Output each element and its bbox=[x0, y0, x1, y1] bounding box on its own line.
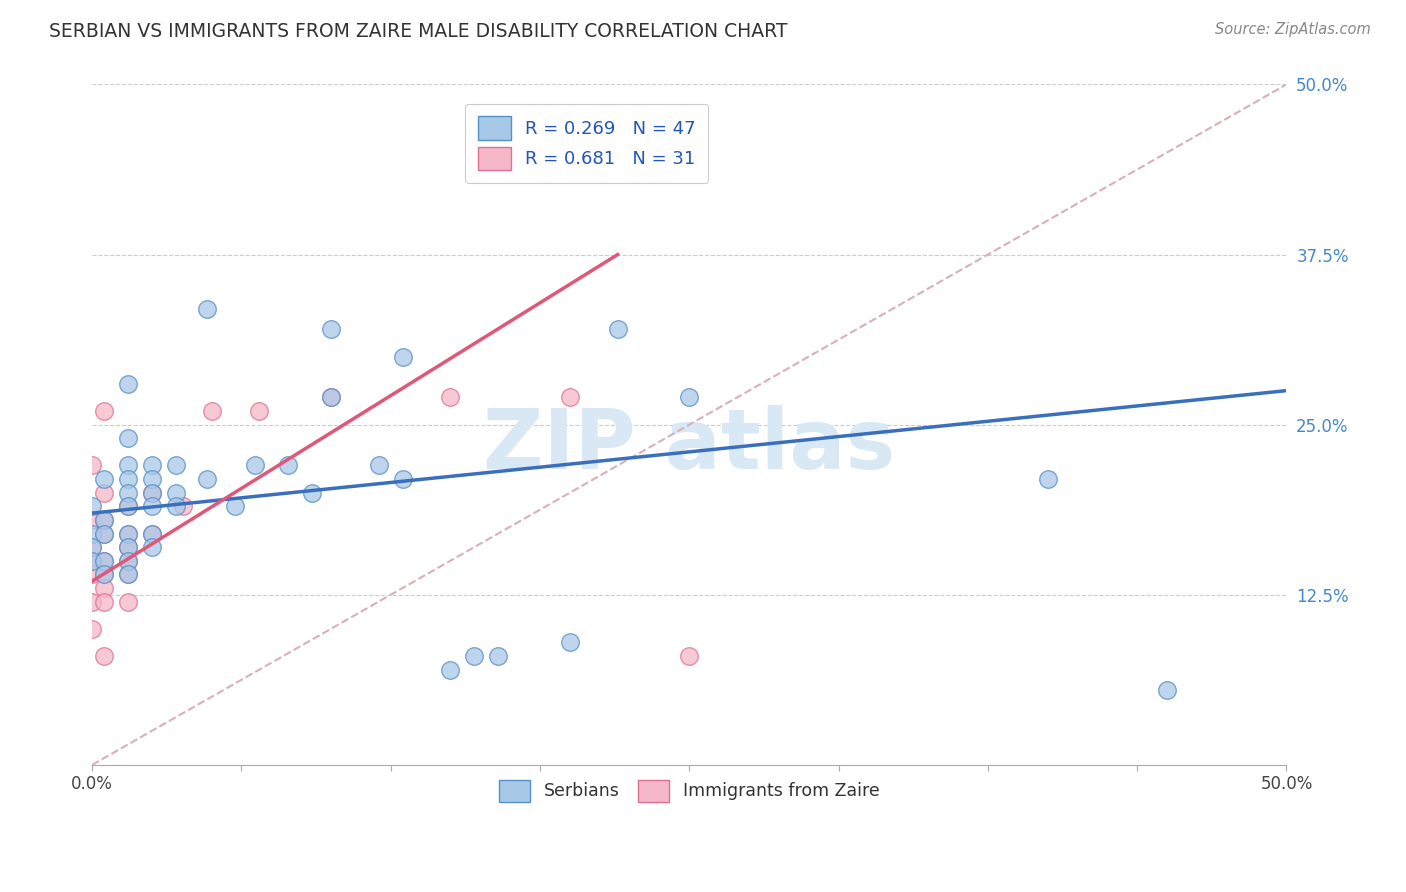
Point bbox=[93, 513, 115, 527]
Point bbox=[558, 391, 581, 405]
Point bbox=[117, 554, 139, 568]
Point bbox=[93, 526, 115, 541]
Point bbox=[93, 567, 115, 582]
Point bbox=[117, 554, 139, 568]
Point bbox=[82, 500, 104, 514]
Point bbox=[558, 635, 581, 649]
Point bbox=[82, 526, 104, 541]
Point bbox=[243, 458, 266, 473]
Point bbox=[319, 322, 342, 336]
Point bbox=[93, 526, 115, 541]
Point bbox=[93, 594, 115, 608]
Point bbox=[172, 500, 194, 514]
Point bbox=[82, 540, 104, 554]
Point bbox=[117, 540, 139, 554]
Point bbox=[141, 526, 163, 541]
Legend: Serbians, Immigrants from Zaire: Serbians, Immigrants from Zaire bbox=[486, 767, 891, 814]
Point bbox=[93, 567, 115, 582]
Text: ZIP atlas: ZIP atlas bbox=[484, 405, 896, 485]
Point bbox=[141, 540, 163, 554]
Point bbox=[117, 526, 139, 541]
Point bbox=[439, 391, 461, 405]
Point bbox=[117, 567, 139, 582]
Point bbox=[93, 472, 115, 486]
Point bbox=[117, 567, 139, 582]
Point bbox=[606, 322, 628, 336]
Point bbox=[247, 404, 270, 418]
Point bbox=[141, 458, 163, 473]
Point bbox=[117, 500, 139, 514]
Point bbox=[277, 458, 299, 473]
Point bbox=[195, 301, 218, 316]
Point bbox=[678, 391, 700, 405]
Point bbox=[82, 458, 104, 473]
Point bbox=[117, 458, 139, 473]
Point bbox=[117, 594, 139, 608]
Point bbox=[82, 567, 104, 582]
Point bbox=[439, 663, 461, 677]
Point bbox=[201, 404, 224, 418]
Point bbox=[1156, 683, 1178, 698]
Point bbox=[141, 485, 163, 500]
Point bbox=[141, 500, 163, 514]
Point bbox=[301, 485, 323, 500]
Point bbox=[141, 485, 163, 500]
Point bbox=[463, 648, 485, 663]
Point bbox=[165, 458, 187, 473]
Point bbox=[165, 485, 187, 500]
Point bbox=[82, 554, 104, 568]
Point bbox=[82, 622, 104, 636]
Point bbox=[165, 500, 187, 514]
Point bbox=[117, 431, 139, 445]
Point bbox=[391, 350, 413, 364]
Point bbox=[82, 554, 104, 568]
Point bbox=[1036, 472, 1059, 486]
Point bbox=[82, 540, 104, 554]
Point bbox=[117, 472, 139, 486]
Point bbox=[93, 485, 115, 500]
Point bbox=[82, 513, 104, 527]
Point bbox=[319, 391, 342, 405]
Text: Source: ZipAtlas.com: Source: ZipAtlas.com bbox=[1215, 22, 1371, 37]
Point bbox=[93, 554, 115, 568]
Point bbox=[93, 404, 115, 418]
Point bbox=[195, 472, 218, 486]
Point bbox=[141, 526, 163, 541]
Text: SERBIAN VS IMMIGRANTS FROM ZAIRE MALE DISABILITY CORRELATION CHART: SERBIAN VS IMMIGRANTS FROM ZAIRE MALE DI… bbox=[49, 22, 787, 41]
Point bbox=[141, 472, 163, 486]
Point bbox=[117, 376, 139, 391]
Point bbox=[486, 648, 509, 663]
Point bbox=[93, 648, 115, 663]
Point bbox=[117, 485, 139, 500]
Point bbox=[117, 500, 139, 514]
Point bbox=[117, 540, 139, 554]
Point bbox=[82, 594, 104, 608]
Point bbox=[117, 526, 139, 541]
Point bbox=[367, 458, 389, 473]
Point bbox=[678, 648, 700, 663]
Point bbox=[224, 500, 246, 514]
Point bbox=[93, 554, 115, 568]
Point bbox=[93, 581, 115, 595]
Point bbox=[319, 391, 342, 405]
Point bbox=[93, 513, 115, 527]
Point bbox=[391, 472, 413, 486]
